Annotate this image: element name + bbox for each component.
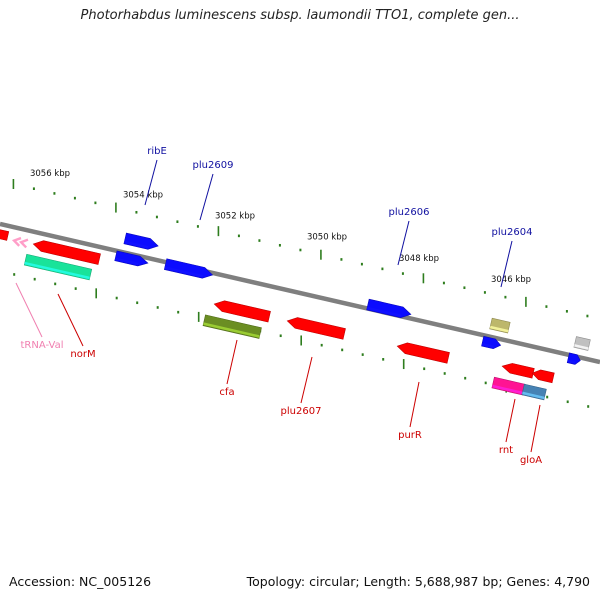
f6-feature-bevel <box>114 257 139 266</box>
forward-ruler-minor-tick <box>340 258 343 261</box>
reverse-ruler-minor-tick <box>279 334 282 338</box>
genome-summary: Topology: circular; Length: 5,688,987 bp… <box>246 574 590 589</box>
reverse-ruler-minor-tick <box>54 282 57 286</box>
plu2607-feature-bevel <box>295 325 344 339</box>
gloa-label: gloA <box>520 455 542 466</box>
norm-feature-bevel <box>41 248 99 264</box>
forward-ruler-minor-tick <box>565 309 568 313</box>
gloa-feature-bevel <box>522 391 545 400</box>
plu2606-label: plu2606 <box>389 207 430 218</box>
norm-leader-line <box>57 293 84 347</box>
forward-ruler-minor-tick <box>32 187 35 191</box>
reverse-ruler-minor-tick <box>33 277 36 281</box>
forward-ruler-minor-tick <box>442 281 445 285</box>
plu2606-feature-bevel <box>366 306 402 317</box>
forward-ruler-minor-tick <box>483 291 486 294</box>
f6-feature <box>114 250 149 267</box>
reverse-ruler-minor-tick <box>320 343 323 347</box>
ribe-label: ribE <box>147 146 167 157</box>
reverse-ruler-minor-tick <box>566 400 569 404</box>
rnt-leader-line <box>505 398 516 443</box>
norm-label: norM <box>70 349 95 360</box>
reverse-ruler-minor-tick <box>423 367 426 371</box>
purr-leader-line <box>409 381 420 428</box>
cfa-feature-bevel <box>222 308 269 322</box>
reverse-ruler-minor-tick <box>443 372 446 375</box>
reverse-ruler-minor-tick <box>464 376 467 380</box>
forward-ruler-minor-tick <box>586 314 589 318</box>
forward-ruler-minor-tick <box>299 248 302 252</box>
f2-feature-chevron <box>11 236 22 247</box>
purr-label: purR <box>398 430 422 441</box>
forward-ruler-minor-tick <box>360 262 363 266</box>
gloa-leader-line <box>530 404 541 453</box>
cfa-label: cfa <box>219 387 234 398</box>
trna-val-feature-bevel <box>24 261 90 280</box>
cfa-leader-line <box>226 339 238 385</box>
ribe-leader-line <box>144 159 158 206</box>
f17-feature-bevel <box>492 384 524 395</box>
kbp-tick-label: 3048 kbp <box>399 254 439 264</box>
forward-ruler-minor-tick <box>381 267 384 271</box>
reverse-ruler-minor-tick <box>484 381 487 385</box>
f16-feature-bevel <box>538 376 553 383</box>
plu2609-label: plu2609 <box>193 160 234 171</box>
rnt-label: rnt <box>499 445 513 456</box>
plu2607-leader-line <box>300 356 313 404</box>
reverse-ruler-minor-tick <box>382 358 385 361</box>
f1-feature-bevel <box>0 235 8 240</box>
forward-ruler-minor-tick <box>545 305 548 308</box>
sequence-backbone <box>0 221 600 365</box>
kbp-tick-label: 3056 kbp <box>30 169 70 179</box>
forward-ruler-minor-tick <box>237 234 240 238</box>
f9-feature-bevel <box>203 322 260 338</box>
trna-val-leader-line <box>15 282 43 338</box>
forward-ruler-minor-tick <box>258 239 261 242</box>
rnt-feature-bevel <box>510 369 533 378</box>
ribe-feature-bevel <box>124 240 149 249</box>
plu2607-label: plu2607 <box>281 406 322 417</box>
forward-ruler-minor-tick <box>278 243 281 247</box>
plu2606-leader-line <box>397 220 410 266</box>
reverse-ruler-minor-tick <box>361 353 364 356</box>
reverse-ruler-minor-tick <box>341 348 344 352</box>
f20-feature-bevel <box>567 359 576 364</box>
forward-ruler-minor-tick <box>504 295 507 299</box>
forward-ruler-minor-tick <box>155 215 158 219</box>
trna-val-label: tRNA-Val <box>21 340 64 351</box>
f19-feature-bevel <box>574 344 589 350</box>
plu2604-feature-bevel <box>489 325 509 333</box>
ribe-feature <box>123 232 159 250</box>
plu2609-feature-bevel <box>164 266 204 278</box>
f14-feature-bevel <box>481 342 494 349</box>
forward-ruler-minor-tick <box>196 225 199 228</box>
map-title: Photorhabdus luminescens subsp. laumondi… <box>80 8 520 23</box>
forward-ruler-minor-tick <box>73 196 76 200</box>
forward-ruler-minor-tick <box>53 192 56 195</box>
plu2604-label: plu2604 <box>492 227 533 238</box>
reverse-ruler-minor-tick <box>156 306 159 309</box>
f2-feature-chevron <box>18 238 29 249</box>
reverse-ruler-minor-tick <box>587 405 590 408</box>
plu2609-leader-line <box>199 173 214 221</box>
forward-ruler-minor-tick <box>135 210 138 214</box>
plu2604-leader-line <box>500 240 513 288</box>
kbp-tick-label: 3052 kbp <box>215 212 255 222</box>
forward-ruler-minor-tick <box>463 286 466 290</box>
reverse-ruler-minor-tick <box>546 395 549 399</box>
forward-ruler-minor-tick <box>401 272 404 275</box>
purr-feature-bevel <box>405 350 448 363</box>
reverse-ruler-minor-tick <box>177 310 180 314</box>
kbp-tick-label: 3054 kbp <box>123 190 163 200</box>
kbp-tick-label: 3046 kbp <box>491 275 531 285</box>
kbp-tick-label: 3050 kbp <box>307 233 347 243</box>
reverse-ruler-minor-tick <box>74 287 77 290</box>
reverse-ruler-minor-tick <box>136 301 139 305</box>
forward-ruler-minor-tick <box>94 201 97 205</box>
reverse-ruler-minor-tick <box>115 296 118 300</box>
reverse-ruler-minor-tick <box>13 273 16 276</box>
forward-ruler-minor-tick <box>176 220 179 224</box>
accession-label: Accession: NC_005126 <box>9 574 152 589</box>
